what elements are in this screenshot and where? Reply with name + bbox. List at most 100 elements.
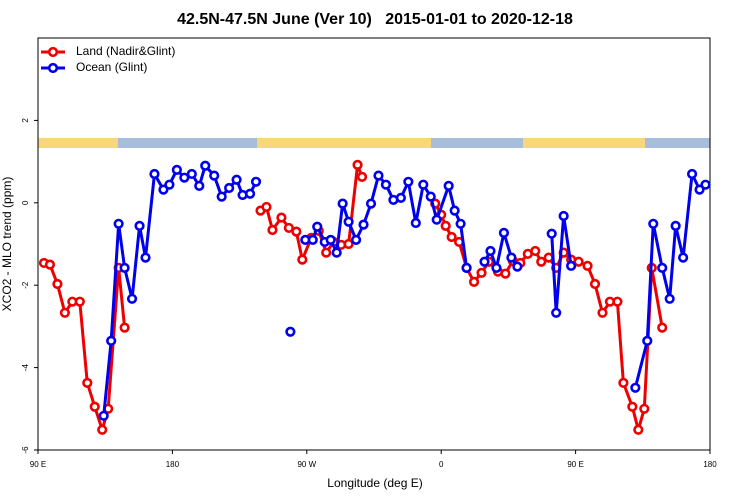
data-point <box>149 168 160 180</box>
data-point <box>186 168 197 180</box>
data-point <box>119 262 130 273</box>
x-tick-label: 0 <box>439 460 444 469</box>
x-tick-label: 180 <box>703 460 717 469</box>
data-point <box>476 267 487 278</box>
data-point <box>491 262 502 273</box>
data-point <box>627 401 638 412</box>
data-point <box>440 220 451 231</box>
data-point <box>134 220 145 231</box>
data-point <box>425 191 436 202</box>
data-point <box>224 182 235 194</box>
data-point <box>512 261 523 272</box>
data-point <box>179 172 190 183</box>
data-point <box>418 179 429 190</box>
data-point <box>285 326 296 337</box>
data-point <box>443 180 454 192</box>
data-point <box>657 322 668 333</box>
data-point <box>410 217 421 229</box>
data-point <box>283 222 294 234</box>
data-point <box>589 278 601 290</box>
data-point <box>558 210 569 222</box>
data-point <box>506 252 517 263</box>
y-axis-title: XCO2 - MLO trend (ppm) <box>0 177 14 312</box>
data-point <box>59 307 70 318</box>
data-point <box>331 247 342 258</box>
data-point <box>74 296 85 307</box>
data-point <box>97 424 108 435</box>
data-point <box>678 252 689 263</box>
data-point <box>52 278 63 290</box>
x-tick-label: 90 E <box>30 460 46 469</box>
data-point <box>700 179 711 190</box>
legend-label: Ocean (Glint) <box>76 60 147 74</box>
data-point <box>431 214 442 225</box>
data-point <box>573 256 584 267</box>
data-point <box>321 247 332 258</box>
data-point <box>633 424 644 435</box>
data-point <box>498 227 510 238</box>
y-tick-label: -6 <box>21 446 30 454</box>
data-point <box>126 293 138 304</box>
data-point <box>325 234 336 245</box>
chart-title: 42.5N-47.5N June (Ver 10) 2015-01-01 to … <box>177 11 573 28</box>
y-tick-label: 2 <box>21 118 30 123</box>
data-point <box>639 403 650 414</box>
data-point <box>551 307 562 318</box>
data-point <box>536 256 547 267</box>
data-point <box>261 201 272 213</box>
data-point <box>582 260 593 271</box>
legend-marker <box>47 62 59 74</box>
data-point <box>612 296 623 307</box>
data-point <box>648 218 659 229</box>
data-point <box>98 410 109 421</box>
data-point <box>231 174 242 185</box>
data-point <box>250 176 262 187</box>
data-point <box>380 179 392 190</box>
data-point <box>373 170 384 181</box>
data-point <box>200 160 211 171</box>
data-point <box>664 293 675 304</box>
data-point <box>395 192 406 203</box>
data-point <box>276 212 287 223</box>
data-point <box>119 322 130 333</box>
data-point <box>343 238 354 250</box>
data-point <box>337 198 348 209</box>
x-tick-label: 90 E <box>567 460 583 469</box>
data-point <box>89 401 100 412</box>
data-point <box>670 220 681 231</box>
y-tick-label: 0 <box>21 200 30 205</box>
data-point <box>106 335 117 346</box>
data-point <box>618 377 629 388</box>
data-point <box>546 228 557 239</box>
legend-label: Land (Nadir&Glint) <box>76 44 175 58</box>
data-point <box>343 216 354 227</box>
data-point <box>479 256 490 267</box>
data-point <box>216 191 227 202</box>
data-point <box>113 218 124 229</box>
data-point <box>209 170 220 181</box>
data-point <box>267 224 278 236</box>
data-point <box>350 234 362 245</box>
legend-marker <box>47 46 59 58</box>
data-point <box>356 171 368 182</box>
data-point <box>446 231 457 243</box>
data-point <box>365 198 377 209</box>
data-point <box>358 219 369 230</box>
data-point <box>468 276 480 288</box>
data-point <box>597 307 608 318</box>
x-tick-label: 90 W <box>297 460 316 469</box>
data-point <box>194 180 205 192</box>
data-point <box>312 221 323 232</box>
data-point <box>686 168 698 180</box>
data-point <box>630 382 641 393</box>
data-point <box>657 262 668 273</box>
data-point <box>461 262 472 273</box>
data-point <box>642 335 653 346</box>
x-tick-label: 180 <box>166 460 180 469</box>
data-point <box>307 234 318 245</box>
data-point <box>543 252 554 263</box>
data-point <box>171 164 182 175</box>
data-point <box>164 179 175 190</box>
land-mask-strip <box>38 138 710 148</box>
